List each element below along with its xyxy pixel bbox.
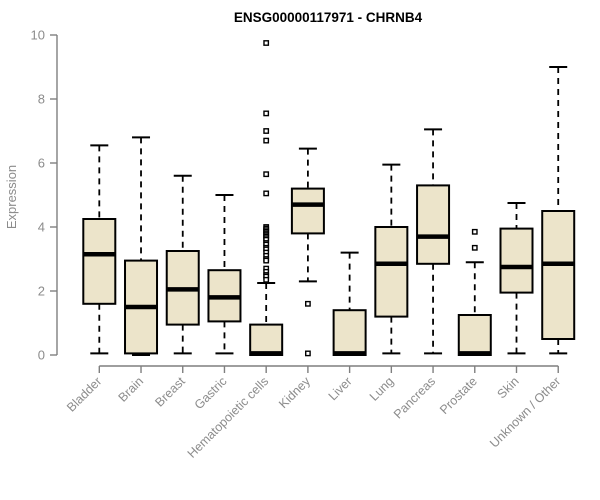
boxplot-lung [374, 163, 409, 355]
x-tick-label: Breast [152, 374, 188, 410]
iqr-box [416, 184, 451, 265]
x-tick-label: Kidney [276, 374, 313, 411]
chart-title: ENSG00000117971 - CHRNB4 [234, 10, 423, 25]
outlier-point [471, 244, 478, 251]
x-tick-label: Unknown / Other [487, 374, 563, 450]
y-tick-label: 4 [38, 220, 45, 235]
outlier-point [263, 171, 270, 178]
boxplot-skin [499, 202, 534, 355]
boxplot-prostate [457, 228, 492, 356]
iqr-box [82, 218, 117, 305]
x-tick-label: Skin [495, 374, 522, 401]
outlier-point [263, 276, 270, 283]
x-tick-label: Pancreas [391, 374, 438, 421]
x-tick-label: Prostate [437, 374, 480, 417]
outlier-point [263, 40, 270, 46]
x-tick-label: Hematopoietic cells [185, 374, 272, 461]
outlier-point [471, 228, 478, 235]
outlier-point [263, 110, 270, 117]
boxplot-pancreas [416, 128, 451, 355]
outlier-point [263, 128, 270, 134]
boxplot-unknown-other [541, 66, 576, 355]
iqr-box [332, 309, 367, 357]
x-tick-label: Bladder [64, 374, 104, 414]
iqr-box [374, 226, 409, 318]
boxplot-breast [165, 174, 200, 355]
y-axis-title: Expression [4, 165, 19, 229]
outlier-point [263, 190, 270, 197]
boxplot-brain [124, 136, 159, 356]
boxplot-hematopoietic-cells [249, 40, 284, 357]
iqr-box [457, 314, 492, 356]
boxplot-liver [332, 251, 367, 357]
plot-area: 0 2 4 6 8 10 Bladder Brain Breast GastricHematopo… [31, 28, 576, 461]
outlier-point [305, 350, 311, 357]
x-tick-label: Liver [326, 374, 355, 403]
outlier-point [263, 257, 270, 264]
y-tick-label: 6 [38, 156, 45, 171]
y-tick-label: 10 [31, 28, 45, 43]
y-tick-label: 0 [38, 348, 45, 363]
boxplot-gastric [207, 194, 242, 355]
x-tick-label: Brain [116, 374, 147, 405]
iqr-box [541, 210, 576, 340]
outlier-point [305, 300, 311, 307]
y-tick-label: 8 [38, 92, 45, 107]
y-tick-label: 2 [38, 284, 45, 299]
x-tick-label: Gastric [192, 374, 230, 412]
boxplot-kidney [290, 147, 325, 357]
boxplot-bladder [82, 144, 117, 355]
x-tick-label: Lung [367, 374, 397, 404]
iqr-box [249, 323, 284, 357]
outlier-point [263, 137, 270, 144]
iqr-box [499, 227, 534, 294]
iqr-box [290, 187, 325, 235]
